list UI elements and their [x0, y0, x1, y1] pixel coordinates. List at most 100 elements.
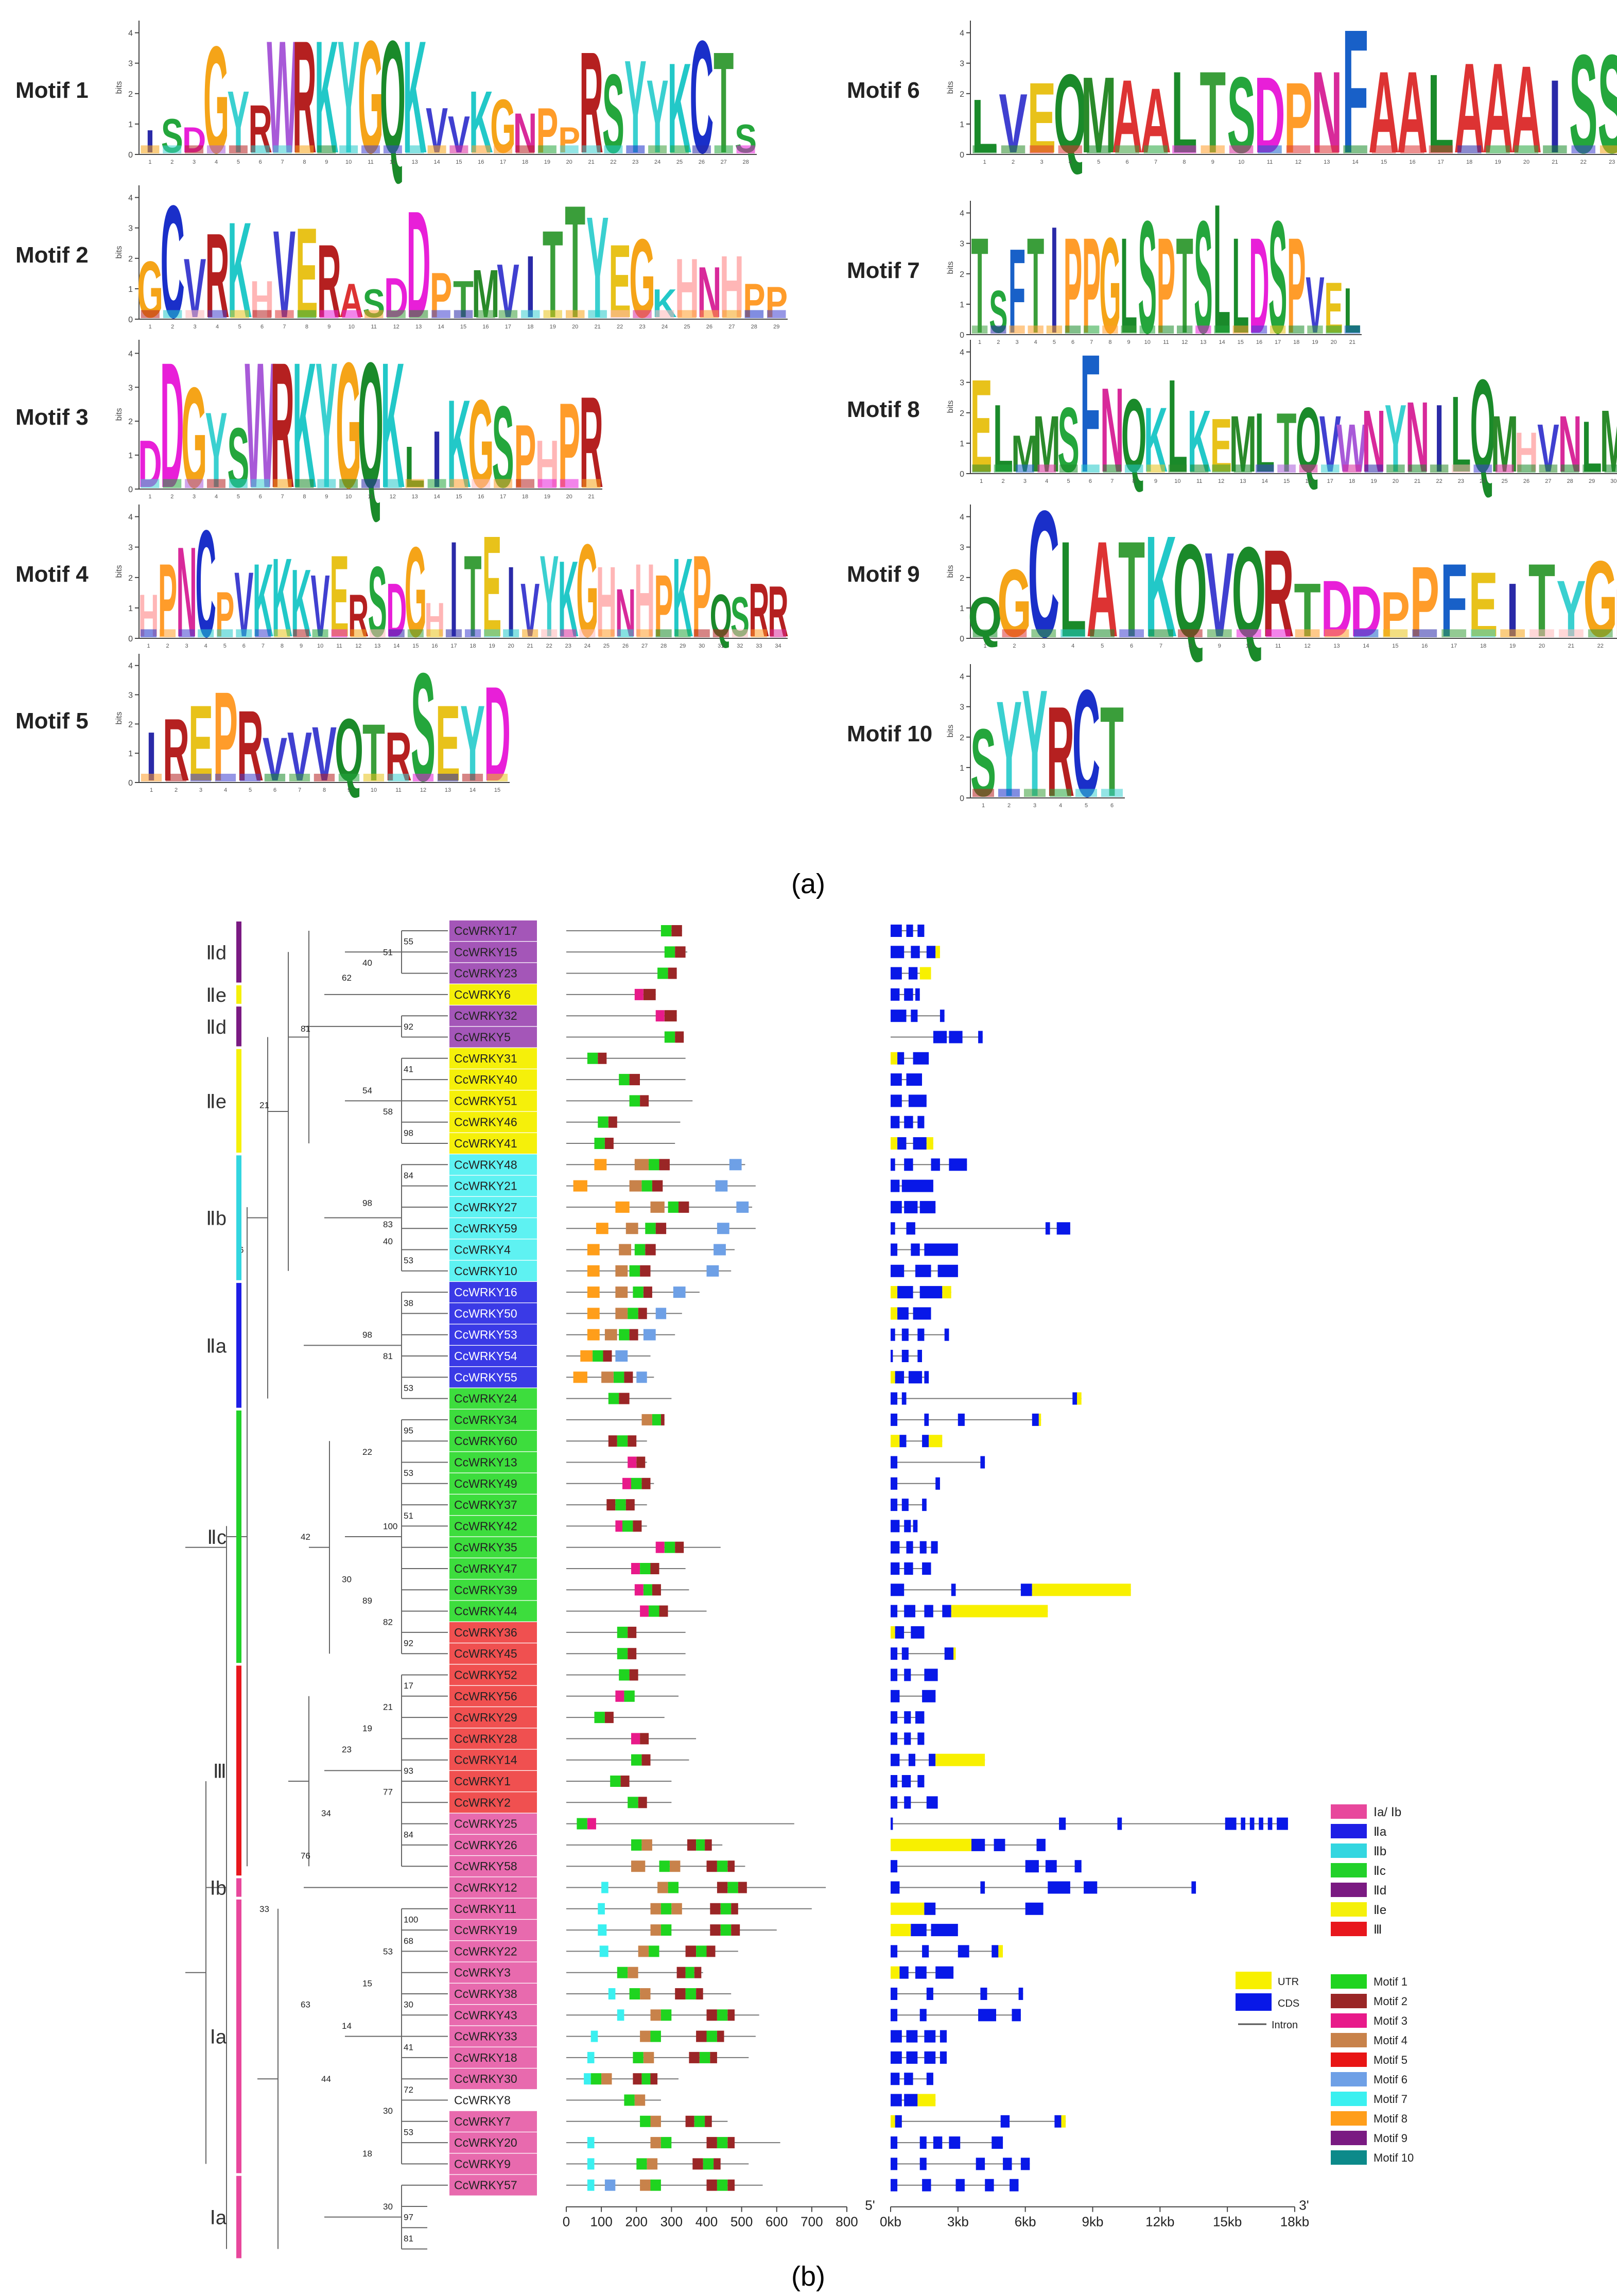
motif-box-1 [649, 1605, 659, 1617]
logo-letter: G [629, 216, 655, 342]
position-tick-label: 27 [1545, 478, 1551, 484]
motif-box-1 [717, 2009, 728, 2021]
position-tick-label: 25 [684, 324, 690, 330]
position-tick-label: 2 [1013, 643, 1016, 649]
motif-box-2 [675, 1031, 684, 1043]
legend-structure-swatch [1236, 1993, 1272, 2011]
position-tick-label: 15 [1381, 159, 1387, 165]
cds-block [940, 2051, 947, 2064]
cds-block [1000, 2115, 1010, 2128]
logo-letter: G [1099, 209, 1121, 361]
motif-box-2 [640, 1095, 649, 1107]
logo-residual-stack [767, 310, 786, 318]
cds-block [891, 1753, 900, 1766]
motif-box-2 [705, 2115, 712, 2127]
bootstrap-value: 92 [404, 1022, 413, 1032]
bootstrap-value: 53 [383, 1946, 393, 1956]
legend-motif-label: Motif 10 [1373, 2151, 1414, 2164]
motif-box-4 [631, 1860, 646, 1872]
logo-letter: C [690, 7, 714, 186]
logo-residual-stack [295, 145, 314, 153]
logo-residual-stack [1343, 145, 1367, 153]
motif-box-2 [668, 967, 677, 979]
logo-residual-stack [1031, 629, 1056, 637]
bits-tick-label: 0 [960, 151, 964, 160]
logo-residual-stack [364, 310, 384, 318]
gene-label-cell [449, 1452, 537, 1473]
gene-name: CcWRKY30 [454, 2072, 517, 2085]
position-tick-label: 10 [1246, 643, 1252, 649]
legend-group-label: Ⅰa/ Ⅰb [1373, 1805, 1401, 1819]
bootstrap-value: 22 [362, 1447, 372, 1457]
logo-residual-stack [1075, 789, 1097, 797]
utr-block [935, 1753, 985, 1766]
logo-letter: W [1336, 410, 1367, 486]
motif-box-1 [664, 1031, 675, 1043]
motif-box-1 [624, 1690, 635, 1702]
logo-letter: K [668, 36, 691, 180]
gene-label-cell [449, 1175, 537, 1196]
position-tick-label: 18 [522, 494, 528, 500]
motif-box-2 [625, 1499, 635, 1511]
gene-name: CcWRKY44 [454, 1605, 517, 1618]
gene-label-cell [449, 1027, 537, 1048]
position-tick-label: 25 [676, 159, 683, 165]
logo-residual-stack [1529, 629, 1554, 637]
logo-letter: Y [460, 683, 485, 804]
position-tick-label: 1 [982, 803, 985, 809]
motif-logo-label: Motif 2 [15, 242, 89, 268]
motif-box-4 [634, 2094, 646, 2106]
gene-name: CcWRKY42 [454, 1519, 517, 1533]
subfamily-label: Ⅱb [206, 1208, 227, 1230]
motif-box-4 [670, 1860, 681, 1872]
logo-residual-stack [1119, 629, 1144, 637]
cds-block [1059, 1817, 1066, 1830]
logo-letter: P [213, 665, 238, 808]
cds-block [919, 1286, 943, 1299]
logo-letter: H [535, 426, 559, 501]
gene-name: CcWRKY60 [454, 1434, 517, 1448]
position-tick-label: 7 [283, 324, 286, 330]
logo-residual-stack [338, 774, 360, 781]
three-prime-label: 3' [1299, 2198, 1309, 2213]
logo-residual-stack [314, 774, 335, 781]
bootstrap-value: 34 [321, 1808, 331, 1818]
cds-block [924, 1668, 938, 1681]
position-tick-label: 22 [546, 643, 552, 649]
logo-letter: P [743, 274, 765, 327]
logo-residual-stack [751, 629, 767, 637]
logo-letter: K [315, 7, 338, 186]
logo-residual-stack [251, 145, 270, 153]
gene-label-cell [449, 1111, 537, 1133]
cds-block [891, 1179, 900, 1192]
position-tick-label: 4 [1069, 159, 1072, 165]
cds-block [958, 1413, 965, 1426]
motif-box-1 [629, 1265, 640, 1277]
cds-block [891, 1584, 905, 1596]
legend-structure-swatch [1236, 1972, 1272, 1989]
logo-letter: S [1268, 188, 1287, 367]
logo-letter: K [291, 550, 311, 657]
position-tick-label: 9 [1127, 339, 1131, 345]
logo-residual-stack [1229, 145, 1254, 153]
logo-residual-stack [141, 145, 160, 153]
logo-letter: Q [1173, 517, 1207, 665]
motif-box-2 [606, 1499, 616, 1511]
logo-letter: K [381, 325, 405, 525]
motif-box-6 [717, 1223, 729, 1234]
position-tick-label: 5 [1097, 159, 1100, 165]
bootstrap-value: 15 [362, 1978, 372, 1988]
legend-motif-label: Motif 2 [1373, 1995, 1407, 2008]
position-tick-label: 2 [175, 787, 178, 793]
position-tick-label: 1 [980, 478, 983, 484]
motif-box-1 [640, 1563, 651, 1574]
bootstrap-value: 14 [342, 2021, 352, 2031]
logo-residual-stack [342, 310, 361, 318]
position-tick-label: 8 [281, 643, 284, 649]
cds-block [926, 1796, 938, 1809]
motif-box-1 [685, 1988, 696, 1999]
logo-letter: R [348, 582, 369, 649]
logo-letter: V [1319, 399, 1341, 489]
logo-letter: P [766, 277, 788, 327]
logo-residual-stack [449, 145, 468, 153]
